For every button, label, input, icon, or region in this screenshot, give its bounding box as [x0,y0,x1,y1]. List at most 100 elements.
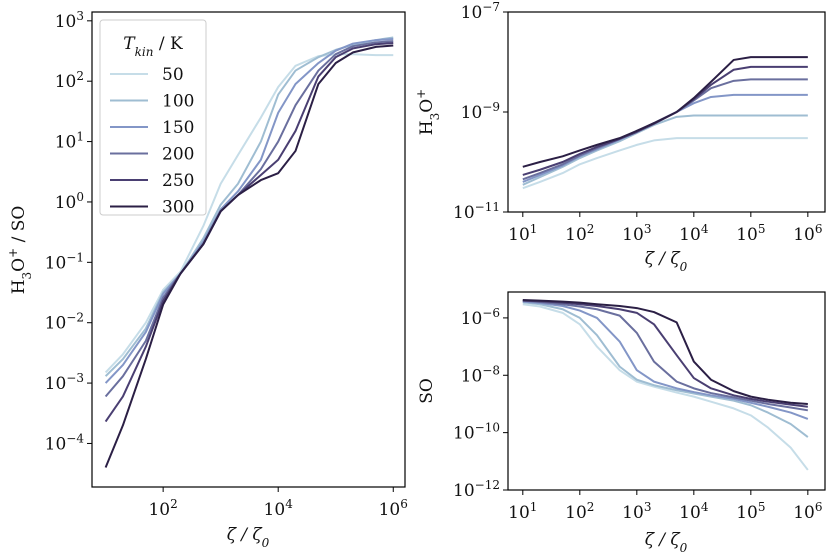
tick-label: 102 [565,222,594,245]
tick-label: 10−12 [453,478,500,501]
tick-label-base: 10 [793,503,815,523]
tick-label: 104 [679,222,709,245]
tick-label-base: 10 [461,3,483,23]
data-line [104,38,394,384]
tick-label-exponent: −10 [475,421,500,435]
data-line [522,299,808,408]
tick-label-base: 10 [565,503,587,523]
tick-label-exponent: 0 [76,190,84,204]
tick-label: 103 [622,500,651,523]
tick-label-base: 10 [679,503,701,523]
y-axis-label: H3O+ [414,89,442,135]
y-axis-label: H3O+ / SO [6,206,34,295]
tick-label: 102 [565,500,594,523]
tick-label-base: 10 [45,253,67,273]
y-axis-label: SO [417,378,437,404]
tick-label: 102 [148,497,177,520]
tick-label: 101 [55,130,84,153]
legend-label: 50 [162,65,184,85]
tick-label: 106 [793,222,822,245]
tick-label-exponent: 2 [587,222,595,236]
data-line [104,41,394,423]
tick-label-base: 10 [736,225,758,245]
tick-label-exponent: 6 [815,222,823,236]
data-line [522,56,808,168]
axes-frame [91,11,406,488]
tick-label-base: 10 [679,225,701,245]
tick-label-exponent: 2 [76,69,84,83]
tick-label: 10−11 [453,200,500,223]
tick-label-exponent: 5 [758,500,766,514]
legend-title-part: kin [135,45,154,59]
data-line [104,40,394,398]
tick-label-exponent: −2 [66,311,84,325]
axes-frame [507,11,826,213]
legend-label: 250 [162,171,194,191]
tick-label: 100 [55,190,84,213]
tick-label: 10−3 [45,371,84,394]
tick-label-base: 10 [461,103,483,123]
tick-label: 10−2 [45,311,84,334]
legend-label: 150 [162,118,194,138]
tick-label-exponent: −1 [66,250,84,264]
tick-label: 104 [264,497,294,520]
tick-label-exponent: −12 [475,478,500,492]
tick-label-exponent: 3 [76,9,84,23]
tick-label-exponent: 3 [644,500,652,514]
tick-label-exponent: −7 [482,0,500,14]
tick-label-base: 10 [453,481,475,501]
tick-label-base: 10 [793,225,815,245]
tick-label-exponent: −11 [475,200,500,214]
tick-label: 103 [55,9,84,32]
tick-label-base: 10 [565,225,587,245]
tick-label-base: 10 [736,503,758,523]
tick-label-base: 10 [148,500,170,520]
tick-label: 101 [508,222,537,245]
tick-label-base: 10 [453,424,475,444]
tick-label-exponent: −9 [482,100,500,114]
tick-label-exponent: −6 [482,306,500,320]
tick-label-base: 10 [508,225,530,245]
x-axis-label: ζ / ζ0 [227,525,270,550]
tick-label: 101 [508,500,537,523]
tick-label: 106 [793,500,822,523]
tick-label-exponent: −8 [482,363,500,377]
tick-label-base: 10 [45,434,67,454]
tick-label-exponent: 4 [701,222,709,236]
tick-label: 106 [379,497,408,520]
data-line [522,114,808,186]
legend-title: Tkin / K [123,34,183,59]
tick-label-base: 10 [453,203,475,223]
tick-label: 10−1 [45,250,84,273]
tick-label: 10−4 [45,431,85,454]
tick-label-base: 10 [622,225,644,245]
tick-label-exponent: 3 [644,222,652,236]
tick-label-exponent: 2 [587,500,595,514]
tick-label: 10−10 [453,421,500,444]
tick-label-base: 10 [55,133,77,153]
tick-label: 104 [679,500,709,523]
tick-label: 105 [736,222,765,245]
tick-label-base: 10 [45,314,67,334]
legend-title-part: / K [153,34,183,54]
tick-label-exponent: 2 [170,497,178,511]
tick-label: 103 [622,222,651,245]
tick-label-exponent: 1 [530,500,538,514]
tick-label: 105 [736,500,765,523]
data-line [104,53,394,374]
legend-title-part: T [123,34,136,54]
tick-label-exponent: 5 [758,222,766,236]
data-line [522,299,808,405]
x-axis-label: ζ / ζ0 [645,249,688,274]
tick-label-exponent: 1 [76,130,84,144]
legend-frame [99,19,207,216]
x-axis-label: ζ / ζ0 [645,530,688,554]
tick-label-base: 10 [508,503,530,523]
tick-label: 10−6 [461,306,500,329]
tick-label-base: 10 [264,500,286,520]
tick-label: 10−8 [461,363,500,386]
tick-label-base: 10 [461,366,483,386]
tick-label-exponent: 4 [701,500,709,514]
